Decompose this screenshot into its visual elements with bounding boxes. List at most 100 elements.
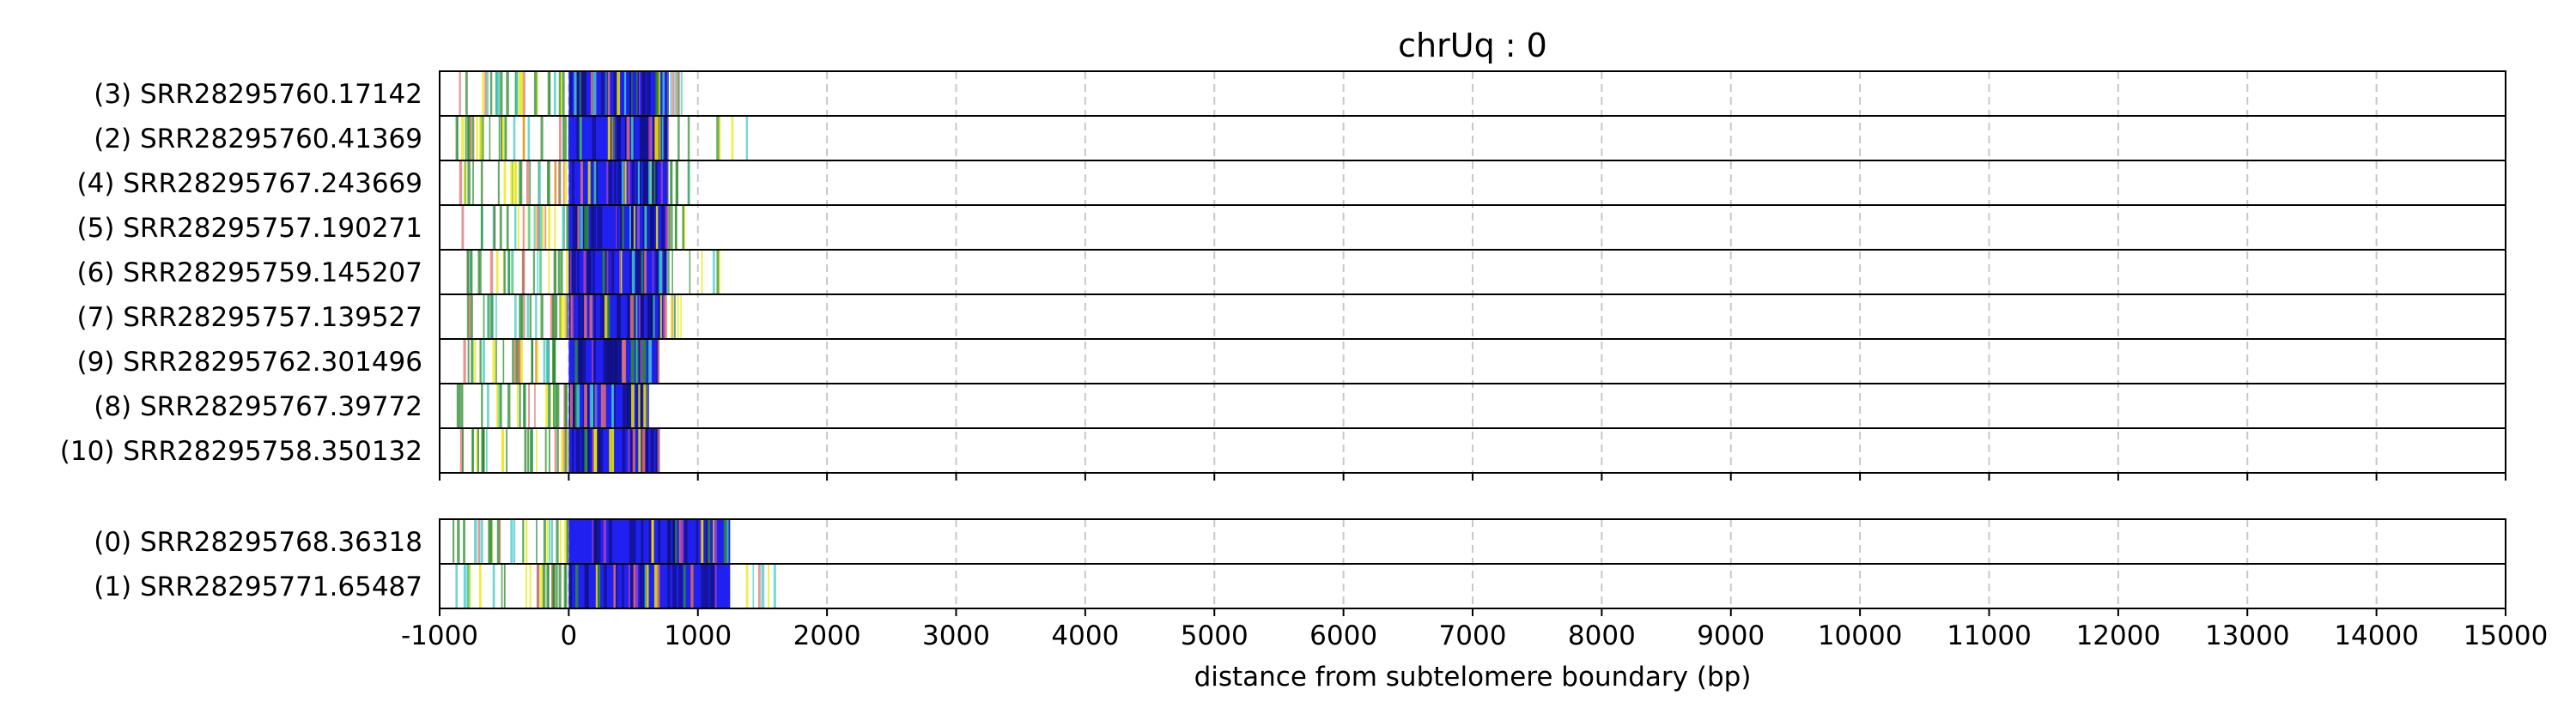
variant-mark [547, 161, 550, 204]
variant-mark [553, 295, 556, 338]
telomere-mark [665, 117, 669, 160]
telomere-variant-mark [638, 295, 641, 338]
telomere-variant-mark [627, 161, 631, 204]
variant-mark [554, 429, 557, 472]
variant-mark [567, 429, 569, 472]
variant-mark [456, 384, 459, 427]
variant-mark [495, 295, 497, 338]
variant-mark [480, 206, 483, 249]
x-tick-label: 9000 [1697, 620, 1765, 651]
variant-mark [468, 117, 471, 160]
variant-mark [716, 251, 720, 293]
variant-mark [522, 520, 525, 563]
telomere-variant-mark [690, 565, 694, 608]
variant-mark [566, 206, 569, 249]
telomere-variant-mark [726, 520, 729, 563]
variant-mark [489, 117, 491, 160]
variant-mark [460, 384, 464, 427]
variant-mark [564, 520, 568, 563]
telomere-mark [650, 295, 654, 338]
variant-mark [472, 161, 474, 204]
telomere-variant-mark [648, 340, 652, 383]
telomere-mark [580, 72, 584, 115]
variant-mark [564, 384, 568, 427]
variant-mark [457, 117, 459, 160]
telomere-mark [571, 429, 574, 472]
variant-mark [517, 206, 519, 249]
variant-mark [536, 520, 538, 563]
variant-mark [536, 565, 540, 608]
variant-mark [480, 520, 483, 563]
telomere-variant-mark [659, 295, 662, 338]
variant-mark [555, 295, 558, 338]
variant-mark [731, 117, 734, 160]
read-track [459, 72, 683, 115]
variant-mark [485, 429, 488, 472]
telomere-variant-mark [570, 251, 572, 293]
variant-mark [526, 161, 530, 204]
telomere-mark [601, 72, 605, 115]
telomere-mark [592, 340, 596, 383]
variant-mark [534, 384, 536, 427]
telomere-variant-mark [592, 429, 596, 472]
variant-mark [552, 295, 555, 338]
variant-mark [673, 295, 676, 338]
variant-mark [670, 72, 672, 115]
variant-mark [556, 429, 559, 472]
telomere-variant-mark [608, 295, 611, 338]
telomere-variant-mark [592, 520, 594, 563]
variant-mark [513, 340, 516, 383]
telomere-mark [576, 72, 579, 115]
telomere-variant-mark [657, 340, 659, 383]
variant-mark [671, 206, 673, 249]
variant-mark [467, 161, 471, 204]
read-label: (2) SRR28295760.41369 [94, 124, 422, 154]
telomere-variant-mark [659, 251, 662, 293]
variant-mark [504, 117, 507, 160]
read-track [459, 161, 690, 204]
telomere-variant-mark [607, 72, 611, 115]
x-tick-label: 6000 [1309, 620, 1377, 651]
variant-mark [555, 384, 558, 427]
telomere-mark [593, 295, 597, 338]
variant-mark [510, 161, 513, 204]
telomere-variant-mark [572, 295, 574, 338]
variant-mark [717, 117, 720, 160]
telomere-variant-mark [714, 520, 718, 563]
variant-mark [486, 72, 489, 115]
variant-mark [675, 206, 677, 249]
variant-mark [548, 429, 550, 472]
variant-mark [667, 206, 670, 249]
read-track [455, 565, 776, 608]
variant-mark [461, 429, 465, 472]
telomere-mark [629, 429, 634, 472]
variant-mark [465, 117, 467, 160]
telomere-mark [661, 206, 665, 249]
telomere-variant-mark [593, 429, 598, 472]
telomere-variant-mark [642, 429, 646, 472]
variant-mark [470, 251, 473, 293]
telomere-variant-mark [600, 384, 605, 427]
variant-mark [519, 384, 521, 427]
telomere-variant-mark [629, 295, 634, 338]
variant-mark [466, 295, 470, 338]
telomere-mark [642, 206, 645, 249]
variant-mark [529, 161, 532, 204]
variant-mark [507, 251, 510, 293]
telomere-variant-mark [653, 295, 655, 338]
telomere-mark [580, 429, 586, 472]
x-tick-label: 5000 [1181, 620, 1249, 651]
telomere-mark [613, 340, 617, 383]
read-label: (3) SRR28295760.17142 [94, 79, 422, 110]
telomere-variant-mark [570, 295, 574, 338]
variant-mark [465, 72, 468, 115]
telomere-mark [576, 117, 580, 160]
telomere-variant-mark [611, 117, 613, 160]
variant-mark [528, 206, 531, 249]
x-tick-label: -1000 [401, 620, 478, 651]
variant-mark [481, 384, 483, 427]
variant-mark [564, 429, 568, 472]
variant-mark [680, 295, 682, 338]
variant-mark [519, 161, 521, 204]
telomere-mark [641, 295, 645, 338]
